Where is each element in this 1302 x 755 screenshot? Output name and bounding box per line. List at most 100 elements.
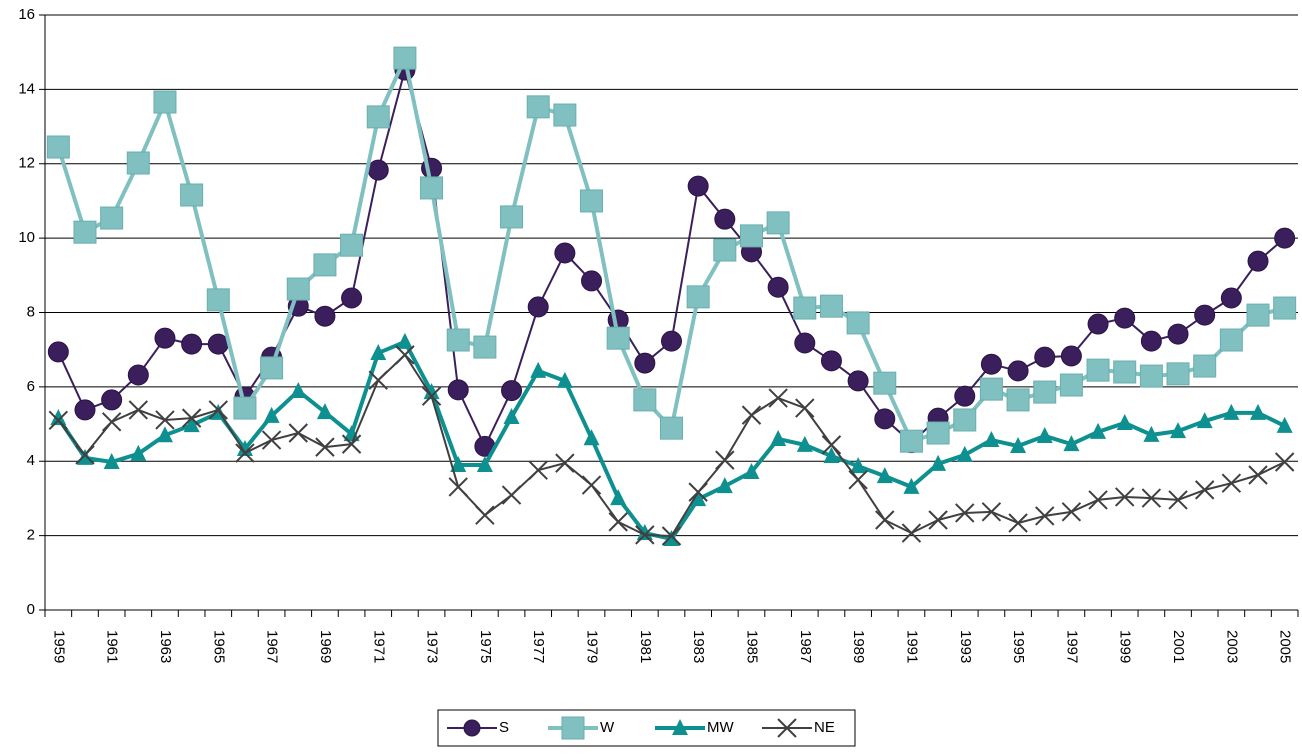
data-point	[687, 175, 709, 197]
legend-label: NE	[814, 719, 835, 736]
data-point	[206, 288, 230, 312]
data-point	[1141, 488, 1162, 508]
data-point	[1061, 502, 1082, 522]
data-point	[766, 211, 790, 235]
legend-marker	[672, 719, 688, 735]
data-point	[606, 326, 630, 350]
data-point	[768, 388, 788, 408]
data-point	[741, 405, 762, 425]
x-tick-label: 1997	[1063, 630, 1080, 663]
data-point	[1223, 403, 1240, 420]
data-point	[396, 332, 413, 349]
data-point	[260, 356, 284, 380]
data-point	[450, 455, 467, 472]
y-tick-label: 2	[27, 527, 35, 544]
data-point	[953, 408, 977, 432]
data-point	[314, 305, 336, 327]
data-point	[660, 416, 683, 440]
data-point	[315, 437, 335, 457]
data-point	[128, 400, 149, 420]
x-tick-label: 1995	[1010, 630, 1027, 663]
data-point	[873, 371, 897, 395]
y-tick-label: 0	[27, 601, 35, 618]
data-point	[75, 445, 95, 465]
data-point	[50, 409, 67, 426]
data-point	[553, 103, 577, 127]
data-point	[1007, 360, 1029, 382]
legend-label: MW	[707, 719, 734, 736]
data-point	[686, 285, 710, 309]
data-point	[1113, 360, 1137, 384]
data-point	[554, 242, 576, 264]
data-point	[316, 403, 333, 420]
x-tick-label: 1985	[744, 630, 761, 663]
data-point	[1168, 490, 1188, 510]
data-point	[899, 429, 923, 453]
data-point	[1193, 354, 1217, 378]
data-point	[1273, 296, 1297, 320]
data-point	[739, 224, 763, 248]
data-point	[661, 526, 682, 546]
data-point	[313, 253, 337, 277]
data-point	[1248, 465, 1268, 485]
y-tick-label: 10	[18, 229, 35, 246]
data-point	[1166, 362, 1190, 386]
x-tick-label: 1999	[1117, 630, 1134, 663]
legend-marker	[777, 718, 797, 738]
data-point	[875, 510, 895, 530]
x-tick-label: 2001	[1170, 630, 1187, 663]
data-point	[341, 287, 363, 309]
data-point	[47, 341, 69, 363]
data-point	[1086, 358, 1110, 382]
data-point	[446, 328, 470, 352]
x-tick-label: 1973	[424, 630, 441, 663]
data-point	[981, 502, 1002, 522]
x-tick-label: 1959	[50, 630, 67, 663]
x-tick-label: 1979	[584, 630, 601, 663]
data-point	[503, 407, 520, 424]
data-point	[690, 490, 707, 507]
data-point	[341, 434, 362, 454]
y-tick-label: 8	[27, 303, 35, 320]
data-point	[850, 457, 867, 474]
y-tick-label: 14	[18, 80, 35, 97]
data-point	[1194, 304, 1216, 326]
data-point	[1087, 313, 1109, 335]
data-point	[1221, 473, 1242, 493]
data-point	[526, 95, 550, 119]
data-point	[928, 510, 948, 530]
data-point	[286, 277, 310, 301]
data-point	[1247, 250, 1269, 272]
data-point	[955, 503, 975, 523]
data-point	[1196, 412, 1213, 429]
data-point	[1090, 422, 1107, 439]
data-point	[76, 448, 93, 465]
data-point	[1063, 435, 1080, 452]
data-point	[1116, 413, 1133, 430]
data-point	[926, 421, 950, 445]
data-point	[370, 344, 387, 361]
data-point	[876, 467, 893, 484]
data-point	[366, 105, 390, 129]
data-point	[46, 135, 70, 159]
data-point	[793, 296, 817, 320]
data-point	[983, 431, 1000, 448]
x-tick-label: 1989	[850, 630, 867, 663]
data-point	[1143, 425, 1160, 442]
data-point	[1006, 388, 1030, 412]
data-point	[634, 352, 656, 374]
legend-marker	[463, 719, 481, 737]
data-point	[180, 183, 204, 207]
data-point	[233, 396, 257, 420]
x-tick-label: 1983	[690, 630, 707, 663]
data-point	[901, 523, 922, 543]
data-point	[127, 364, 149, 386]
data-point	[1194, 480, 1215, 500]
data-point	[420, 176, 444, 200]
data-point	[421, 386, 442, 406]
x-tick-label: 1965	[210, 630, 227, 663]
data-point	[155, 410, 175, 430]
data-point	[103, 452, 120, 469]
x-tick-label: 1975	[477, 630, 494, 663]
